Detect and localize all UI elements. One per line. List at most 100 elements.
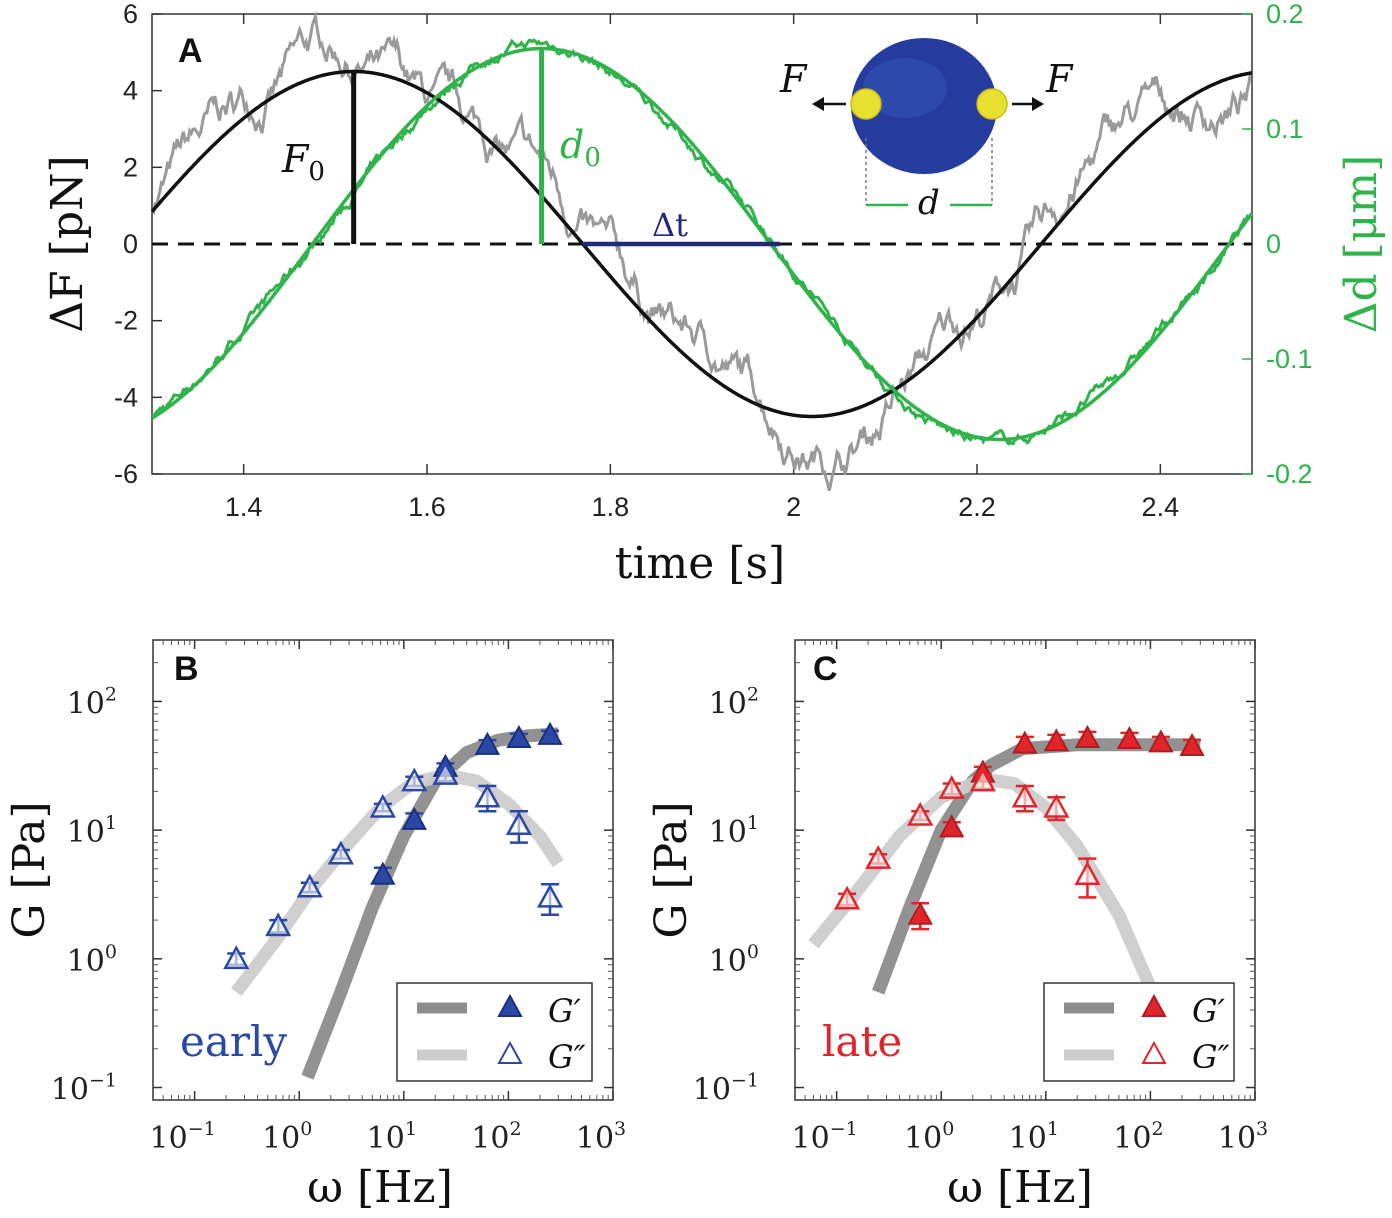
y-tick-label-right: 0 bbox=[1266, 229, 1281, 259]
gprime-point bbox=[1179, 732, 1205, 757]
y-tick-label-left: -2 bbox=[114, 306, 138, 336]
panel-c-legend-box bbox=[1043, 982, 1235, 1082]
gdprime-fit-line bbox=[231, 768, 564, 997]
late-tag: late bbox=[822, 1017, 902, 1066]
gdprime-point bbox=[1043, 793, 1070, 818]
legend-gprime-label: G′ bbox=[548, 992, 582, 1030]
x-tick-label: 101 bbox=[1009, 1118, 1059, 1156]
gdprime-point bbox=[265, 912, 292, 937]
gprime-point bbox=[1012, 730, 1038, 754]
gdprime-point bbox=[907, 801, 934, 826]
y-tick-label-left: -6 bbox=[114, 459, 138, 489]
gdprime-point bbox=[1074, 861, 1101, 885]
panel-a: 1.4 1.6 1.8 2 2.2 2.4 6 4 2 0 -2 -4 -6 0.2 0.1 0 -0.1 -0.… bbox=[42, 0, 1387, 589]
x-tick-label: 2 bbox=[786, 492, 801, 522]
x-tick-label: 102 bbox=[471, 1118, 521, 1156]
gdprime-point bbox=[1011, 783, 1038, 808]
gprime-point bbox=[537, 721, 563, 745]
early-tag: early bbox=[180, 1017, 287, 1066]
panel-b-xlabel: ω [Hz] bbox=[307, 1162, 453, 1213]
legend-gprime-label: G′ bbox=[1192, 992, 1226, 1030]
y-tick-label-left: 4 bbox=[123, 76, 138, 106]
y-tick-label: 100 bbox=[709, 941, 759, 979]
panel-c: 10−1 100 101 102 103 10−1 100 101 102 C late G′ … bbox=[646, 639, 1268, 1213]
gprime-point bbox=[370, 861, 396, 885]
x-tick-label: 103 bbox=[1218, 1118, 1268, 1156]
gdprime-point bbox=[536, 883, 564, 908]
panel-c-ylabel: G [Pa] bbox=[646, 801, 697, 938]
inset-F-left: F bbox=[779, 57, 808, 101]
gdprime-point bbox=[401, 767, 428, 792]
gdprime-point bbox=[505, 811, 533, 836]
y-tick-label-right: -0.1 bbox=[1266, 344, 1313, 374]
legend-gdprime-marker bbox=[497, 1040, 523, 1064]
panel-b-legend-box bbox=[396, 982, 593, 1082]
panel-c-label: C bbox=[813, 650, 838, 688]
legend-gdprime-marker bbox=[1141, 1040, 1167, 1064]
x-tick-label: 100 bbox=[904, 1118, 954, 1156]
x-tick-label: 101 bbox=[367, 1118, 417, 1156]
panel-b: 10−1 100 101 102 103 10−1 100 101 102 B early G′… bbox=[4, 639, 626, 1213]
gdprime-point bbox=[938, 775, 965, 799]
panel-c-markers bbox=[834, 724, 1205, 931]
gprime-point bbox=[939, 814, 965, 838]
inset-d-label: d bbox=[918, 183, 940, 223]
panel-a-tick-labels: 1.4 1.6 1.8 2 2.2 2.4 6 4 2 0 -2 -4 -6 0.2 0.1 0 -0.1 -0.… bbox=[114, 0, 1313, 522]
y-tick-label-left: 6 bbox=[123, 0, 138, 29]
panel-c-frame bbox=[794, 639, 1256, 1101]
gprime-point bbox=[1148, 729, 1174, 753]
delta-t-label: Δt bbox=[652, 206, 688, 244]
gdprime-point bbox=[865, 845, 892, 869]
y-tick-label: 102 bbox=[709, 683, 759, 721]
gprime-point bbox=[506, 724, 532, 748]
arrow-left-head-icon bbox=[812, 97, 824, 111]
x-tick-label: 10−1 bbox=[792, 1118, 858, 1156]
legend-gprime-marker bbox=[1141, 993, 1167, 1017]
y-tick-label-left: 0 bbox=[123, 229, 138, 259]
d0-label: d0 bbox=[560, 123, 601, 173]
y-tick-label-right: -0.2 bbox=[1266, 459, 1313, 489]
panel-b-label: B bbox=[174, 650, 199, 688]
y-tick-label: 10−1 bbox=[51, 1070, 117, 1108]
panel-a-ylabel-right: Δd [μm] bbox=[1336, 155, 1387, 334]
gprime-point bbox=[1043, 728, 1070, 752]
x-tick-label: 102 bbox=[1113, 1118, 1163, 1156]
panel-b-markers bbox=[223, 721, 564, 970]
panel-b-ylabel: G [Pa] bbox=[4, 801, 55, 938]
gdprime-point bbox=[969, 767, 996, 792]
x-tick-label: 1.6 bbox=[408, 492, 446, 522]
force-raw-trace bbox=[150, 10, 1253, 491]
panel-b-frame bbox=[152, 639, 614, 1101]
legend-gdprime-label: G″ bbox=[1192, 1038, 1230, 1076]
legend-gprime-marker bbox=[497, 993, 523, 1017]
gprime-point bbox=[907, 901, 933, 925]
bead-highlight bbox=[863, 58, 947, 118]
x-tick-label: 10−1 bbox=[150, 1118, 216, 1156]
gdprime-point bbox=[327, 840, 354, 865]
y-tick-label-left: 2 bbox=[123, 152, 138, 182]
gprime-point bbox=[474, 731, 501, 755]
gprime-point bbox=[401, 806, 428, 830]
x-tick-label: 1.8 bbox=[592, 492, 630, 522]
panel-c-legend: G′ G″ bbox=[1043, 982, 1235, 1082]
y-tick-label: 102 bbox=[67, 683, 117, 721]
bead-inset: F F d bbox=[779, 38, 1074, 223]
inset-F-right: F bbox=[1045, 57, 1074, 101]
y-tick-label: 100 bbox=[67, 941, 117, 979]
y-tick-label: 101 bbox=[709, 812, 759, 850]
trap-right-icon bbox=[976, 88, 1008, 120]
panel-a-xlabel: time [s] bbox=[615, 538, 785, 589]
x-tick-label: 1.4 bbox=[225, 492, 263, 522]
gprime-point bbox=[1116, 725, 1143, 750]
F0-label: F0 bbox=[281, 137, 325, 187]
panel-a-ylabel-left: ΔF [pN] bbox=[42, 155, 93, 332]
gdprime-point bbox=[223, 945, 250, 970]
y-tick-label-right: 0.2 bbox=[1266, 0, 1304, 29]
trap-left-icon bbox=[850, 88, 882, 120]
y-tick-label-left: -4 bbox=[114, 382, 138, 412]
arrow-right-head-icon bbox=[1032, 97, 1044, 111]
y-tick-label-right: 0.1 bbox=[1266, 114, 1304, 144]
x-tick-label: 2.4 bbox=[1142, 492, 1180, 522]
panel-a-label: A bbox=[178, 32, 203, 70]
